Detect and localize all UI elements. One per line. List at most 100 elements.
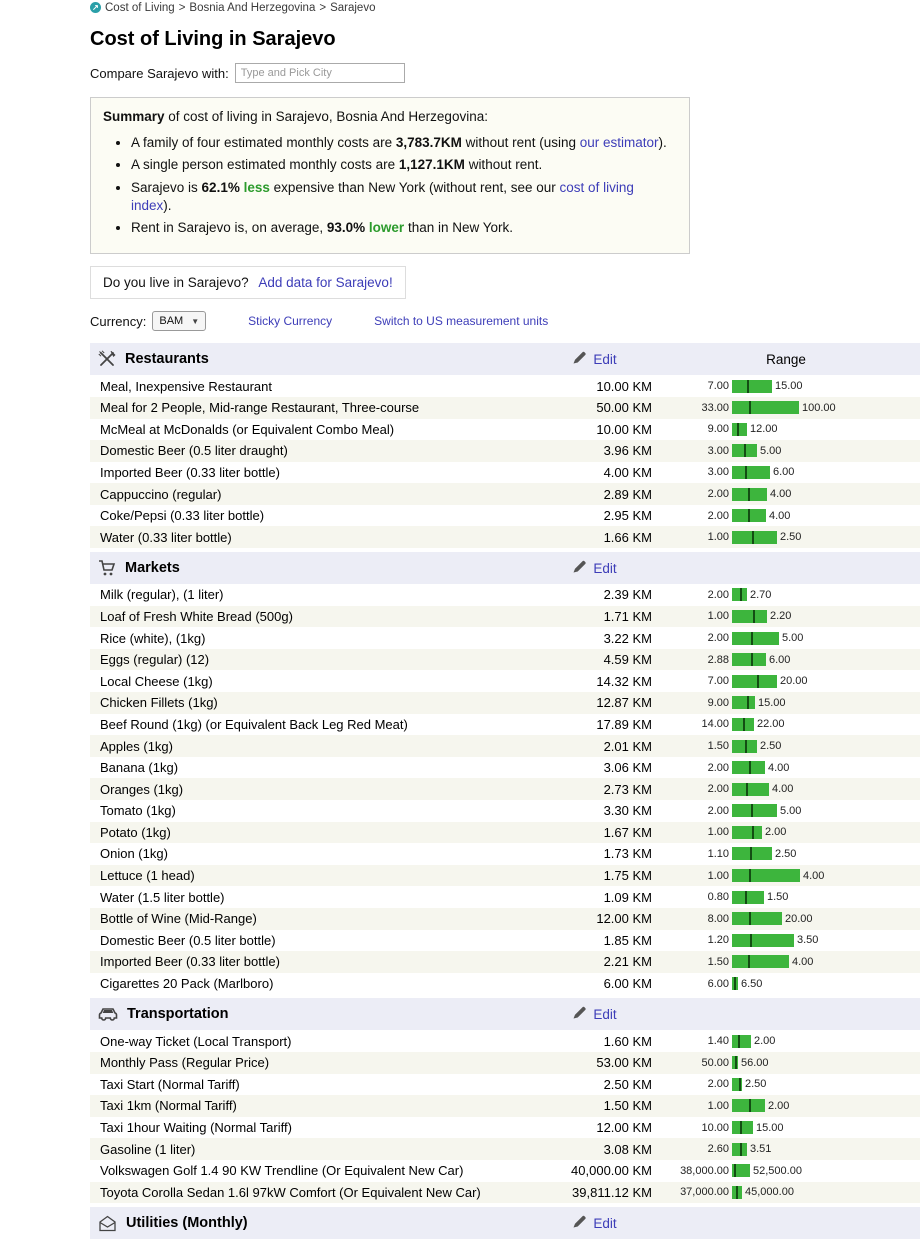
- item-name: Taxi 1hour Waiting (Normal Tariff): [100, 1120, 292, 1136]
- currency-select[interactable]: BAM ▼: [152, 311, 207, 332]
- table-row: Oranges (1kg) 2.73 KM 2.00 4.00: [90, 778, 920, 800]
- sticky-currency-link[interactable]: Sticky Currency: [248, 314, 333, 329]
- range-bar: [732, 1099, 765, 1113]
- section-title: Transportation: [127, 1006, 229, 1023]
- table-row: Volkswagen Golf 1.4 90 KW Trendline (Or …: [90, 1160, 920, 1182]
- range-average-marker: [748, 955, 750, 969]
- range-min: 37,000.00: [680, 1186, 729, 1199]
- table-row: Banana (1kg) 3.06 KM 2.00 4.00: [90, 757, 920, 779]
- item-range: 33.00 100.00: [652, 401, 920, 415]
- range-average-marker: [748, 487, 750, 501]
- range-max: 12.00: [750, 423, 778, 436]
- edit-link[interactable]: Edit: [593, 351, 617, 367]
- item-name: Potato (1kg): [100, 824, 171, 840]
- range-average-marker: [745, 890, 747, 904]
- item-price: 1.60 KM: [603, 1033, 652, 1049]
- live-question: Do you live in Sarajevo?: [103, 275, 249, 291]
- table-row: Taxi 1hour Waiting (Normal Tariff) 12.00 …: [90, 1117, 920, 1139]
- range-average-marker: [747, 379, 749, 393]
- breadcrumb-cost-of-living[interactable]: Cost of Living: [105, 1, 175, 14]
- item-name: Imported Beer (0.33 liter bottle): [100, 954, 280, 970]
- table-row: Milk (regular), (1 liter) 2.39 KM 2.00 2.70: [90, 584, 920, 606]
- range-bar: [732, 696, 755, 710]
- range-min: 1.50: [707, 955, 729, 968]
- compare-city-input[interactable]: [234, 63, 405, 83]
- range-average-marker: [748, 509, 750, 523]
- range-average-marker: [735, 1056, 737, 1070]
- page-title: Cost of Living in Sarajevo: [90, 28, 336, 50]
- range-average-marker: [746, 782, 748, 796]
- range-min: 33.00: [701, 401, 729, 414]
- range-min: 1.00: [707, 531, 729, 544]
- item-range: 2.88 6.00: [652, 653, 920, 667]
- item-name: Water (0.33 liter bottle): [100, 529, 232, 545]
- range-bar: [732, 717, 754, 731]
- range-average-marker: [749, 1099, 751, 1113]
- range-average-marker: [757, 674, 759, 688]
- table-row: Bottle of Wine (Mid-Range) 12.00 KM 8.00 20…: [90, 907, 920, 930]
- range-max: 22.00: [757, 718, 785, 731]
- range-average-marker: [734, 977, 736, 991]
- section-title: Utilities (Monthly): [126, 1215, 248, 1232]
- item-range: 6.00 6.50: [652, 977, 920, 991]
- breadcrumb-country[interactable]: Bosnia And Herzegovina: [189, 1, 316, 14]
- range-min: 2.00: [707, 632, 729, 645]
- range-max: 6.00: [773, 466, 795, 479]
- add-data-link[interactable]: Add data for Sarajevo!: [258, 275, 393, 291]
- item-price: 17.89 KM: [596, 716, 652, 732]
- range-bar: [732, 847, 772, 861]
- range-bar: [732, 1034, 751, 1048]
- range-min: 1.00: [707, 1099, 729, 1112]
- section-title: Restaurants: [125, 351, 209, 368]
- item-price: 2.89 KM: [603, 486, 652, 502]
- switch-units-link[interactable]: Switch to US measurement units: [374, 314, 549, 329]
- range-average-marker: [745, 465, 747, 479]
- range-bar: [732, 933, 794, 947]
- item-name: Taxi Start (Normal Tariff): [100, 1076, 240, 1092]
- table-row: Meal for 2 People, Mid-range Restaurant,…: [90, 396, 920, 419]
- item-name: Coke/Pepsi (0.33 liter bottle): [100, 508, 265, 524]
- range-average-marker: [738, 1034, 740, 1048]
- numbeo-logo-icon: ↗: [90, 2, 101, 13]
- item-range: 2.00 4.00: [652, 487, 920, 501]
- range-min: 1.10: [707, 847, 729, 860]
- edit-link[interactable]: Edit: [593, 1006, 617, 1022]
- item-name: Loaf of Fresh White Bread (500g): [100, 608, 293, 624]
- range-bar: [732, 674, 777, 688]
- chevron-down-icon: ▼: [191, 316, 200, 326]
- range-min: 2.00: [707, 783, 729, 796]
- range-max: 4.00: [769, 509, 791, 522]
- pencil-icon: [572, 1005, 587, 1023]
- range-max: 52,500.00: [753, 1164, 802, 1177]
- item-name: Gasoline (1 liter): [100, 1141, 196, 1157]
- table-row: Rice (white), (1kg) 3.22 KM 2.00 5.00: [90, 627, 920, 649]
- edit-link[interactable]: Edit: [593, 1215, 617, 1231]
- item-name: Toyota Corolla Sedan 1.6l 97kW Comfort (…: [100, 1184, 481, 1200]
- item-range: 9.00 12.00: [652, 422, 920, 436]
- summary-box: Summary of cost of living in Sarajevo, B…: [90, 97, 690, 255]
- range-bar: [732, 869, 800, 883]
- item-name: Chicken Fillets (1kg): [100, 695, 218, 711]
- item-name: Apples (1kg): [100, 738, 173, 754]
- item-range: 2.00 2.50: [652, 1077, 920, 1091]
- table-row: Water (1.5 liter bottle) 1.09 KM 0.80 1.50: [90, 886, 920, 908]
- item-name: Cappuccino (regular): [100, 486, 222, 502]
- item-name: One-way Ticket (Local Transport): [100, 1033, 292, 1049]
- range-average-marker: [747, 696, 749, 710]
- range-max: 4.00: [803, 869, 825, 882]
- inline-link[interactable]: cost of living index: [131, 179, 634, 213]
- inline-link[interactable]: our estimator: [579, 135, 659, 151]
- item-name: Tomato (1kg): [100, 803, 176, 819]
- range-min: 2.60: [707, 1143, 729, 1156]
- item-price: 14.32 KM: [596, 673, 652, 689]
- item-name: Domestic Beer (0.5 liter bottle): [100, 932, 276, 948]
- item-range: 3.00 6.00: [652, 465, 920, 479]
- edit-link[interactable]: Edit: [593, 560, 617, 576]
- item-price: 1.71 KM: [603, 608, 652, 624]
- range-min: 2.00: [707, 588, 729, 601]
- item-name: Meal, Inexpensive Restaurant: [100, 378, 272, 394]
- item-range: 3.00 5.00: [652, 444, 920, 458]
- table-row: Meal, Inexpensive Restaurant 10.00 KM 7.00…: [90, 375, 920, 397]
- table-row: Beef Round (1kg) (or Equivalent Back Leg…: [90, 714, 920, 736]
- range-max: 3.50: [797, 934, 819, 947]
